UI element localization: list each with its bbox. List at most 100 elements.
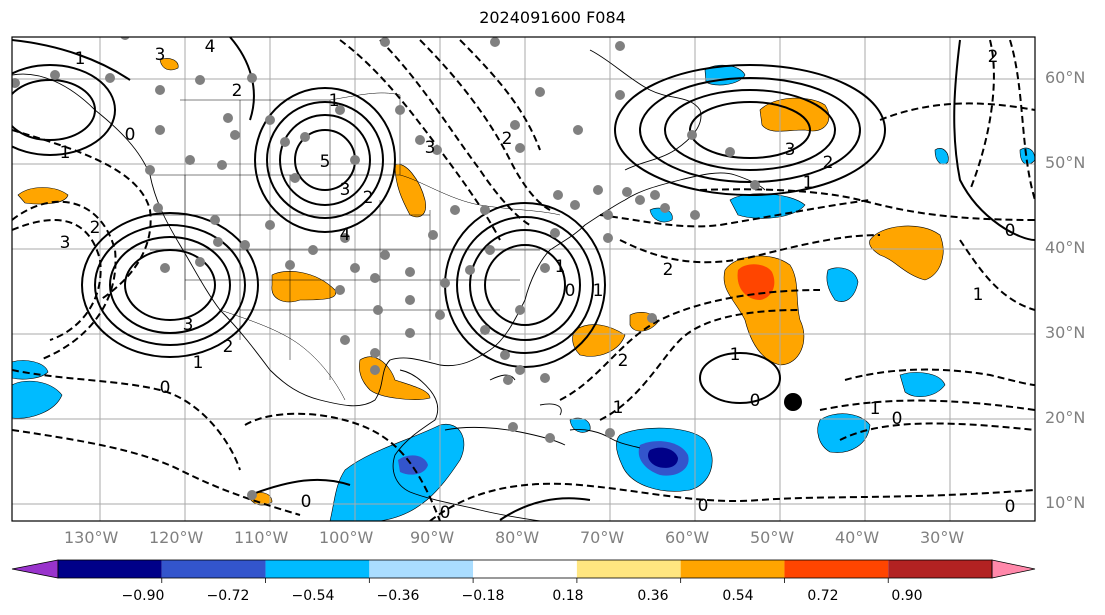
contour-label: 0 (698, 496, 709, 516)
colorbar-tick-label: 0.18 (552, 588, 584, 604)
contour-label: 2 (90, 218, 101, 238)
colorbar-tick-label: 0.90 (891, 588, 923, 604)
colorbar (11, 559, 1036, 583)
contour-label: 1 (60, 143, 71, 163)
contour-label: 2 (223, 337, 234, 357)
contour-label: 2 (502, 129, 513, 149)
map-title: 2024091600 F084 (479, 8, 626, 27)
anomaly-region (759, 97, 830, 132)
contour-label: 0 (892, 409, 903, 429)
lon-label: 110°W (234, 528, 289, 547)
contour-label: 2 (618, 351, 629, 371)
anomaly-region (934, 148, 949, 165)
anomaly-region (159, 58, 179, 71)
contour-label: 1 (329, 91, 340, 111)
contour-label: 4 (340, 225, 351, 245)
colorbar-segment (58, 560, 162, 578)
colorbar-segment (680, 560, 785, 578)
colorbar-extend-min (11, 559, 59, 579)
anomaly-region (271, 271, 337, 303)
contour-label: 0 (750, 391, 761, 411)
contour-label: 3 (425, 138, 436, 158)
lat-label: 10°N (1045, 493, 1086, 512)
lon-label: 70°W (580, 528, 625, 547)
lat-label: 40°N (1045, 238, 1086, 257)
contour-label: 2 (823, 153, 834, 173)
storm-position-marker (784, 393, 802, 411)
contour-label: 0 (160, 378, 171, 398)
colorbar-segment (265, 560, 370, 578)
contour-label: 0 (125, 125, 136, 145)
contour-label: 2 (663, 260, 674, 280)
contour-label: 0 (565, 281, 576, 301)
solid-contours (12, 37, 1035, 521)
lon-label: 60°W (665, 528, 710, 547)
contour-label: 1 (870, 399, 881, 419)
contour-label: 1 (613, 398, 624, 418)
anomaly-region (817, 413, 871, 453)
anomaly-region (398, 455, 428, 475)
contour-label: 2 (363, 188, 374, 208)
lon-label: 40°W (835, 528, 880, 547)
lat-label: 30°N (1045, 323, 1086, 342)
lon-label: 30°W (920, 528, 965, 547)
anomaly-region (572, 324, 626, 357)
colorbar-segment (784, 560, 889, 578)
contour-label: 3 (340, 180, 351, 200)
lon-label: 90°W (410, 528, 455, 547)
lon-label: 80°W (495, 528, 540, 547)
contour-labels: 4 3 2 1 0 1 2 3 3 2 1 0 1 2 3 4 5 3 2 1 … (60, 37, 1016, 523)
dashed-contours (12, 39, 1035, 521)
lat-label: 20°N (1045, 408, 1086, 427)
lon-label: 120°W (149, 528, 204, 547)
contour-label: 5 (320, 152, 331, 172)
lon-label: 130°W (64, 528, 119, 547)
anomaly-region (826, 267, 859, 302)
lon-label: 50°W (750, 528, 795, 547)
colorbar-outline (57, 559, 993, 579)
colorbar-tick-label: 0.36 (637, 588, 669, 604)
colorbar-tick-label: −0.18 (461, 588, 505, 604)
anomaly-region (12, 380, 63, 419)
contour-label: 0 (1005, 497, 1016, 517)
contour-label: 0 (301, 492, 312, 512)
contour-label: 1 (75, 49, 86, 69)
anomaly-region (899, 372, 946, 398)
colorbar-tick-label: 0.54 (722, 588, 754, 604)
colorbar-tick-label: −0.54 (291, 588, 335, 604)
colorbar-segment (473, 560, 577, 578)
colorbar-segment (369, 560, 474, 578)
contour-label: 1 (730, 345, 741, 365)
lat-label: 50°N (1045, 153, 1086, 172)
contour-label: 3 (785, 140, 796, 160)
colorbar-segment (888, 560, 992, 578)
anomaly-region (1019, 147, 1035, 165)
contour-label: 0 (440, 503, 451, 523)
colorbar-tick-label: −0.90 (121, 588, 165, 604)
anomaly-region (17, 187, 69, 205)
contour-label: 3 (155, 45, 166, 65)
contour-label: 3 (60, 233, 71, 253)
colorbar-extend-max (991, 559, 1036, 579)
station-dots (12, 37, 760, 500)
anomaly-region (569, 417, 591, 433)
contour-label: 1 (593, 281, 604, 301)
anomaly-region (648, 447, 678, 468)
lon-label: 100°W (319, 528, 374, 547)
contour-label: 0 (1005, 221, 1016, 241)
colorbar-segment (576, 560, 681, 578)
colorbar-segment (161, 560, 266, 578)
colorbar-tick-label: −0.72 (206, 588, 250, 604)
lat-label: 60°N (1045, 68, 1086, 87)
contour-label: 2 (232, 81, 243, 101)
contour-label: 1 (973, 285, 984, 305)
contour-label: 1 (555, 257, 566, 277)
contour-label: 1 (193, 353, 204, 373)
contour-label: 2 (988, 47, 999, 67)
colorbar-tick-label: −0.36 (376, 588, 420, 604)
contour-label: 1 (803, 173, 814, 193)
anomaly-region (737, 264, 775, 300)
contour-label: 4 (205, 37, 216, 57)
anomaly-region (869, 225, 944, 281)
